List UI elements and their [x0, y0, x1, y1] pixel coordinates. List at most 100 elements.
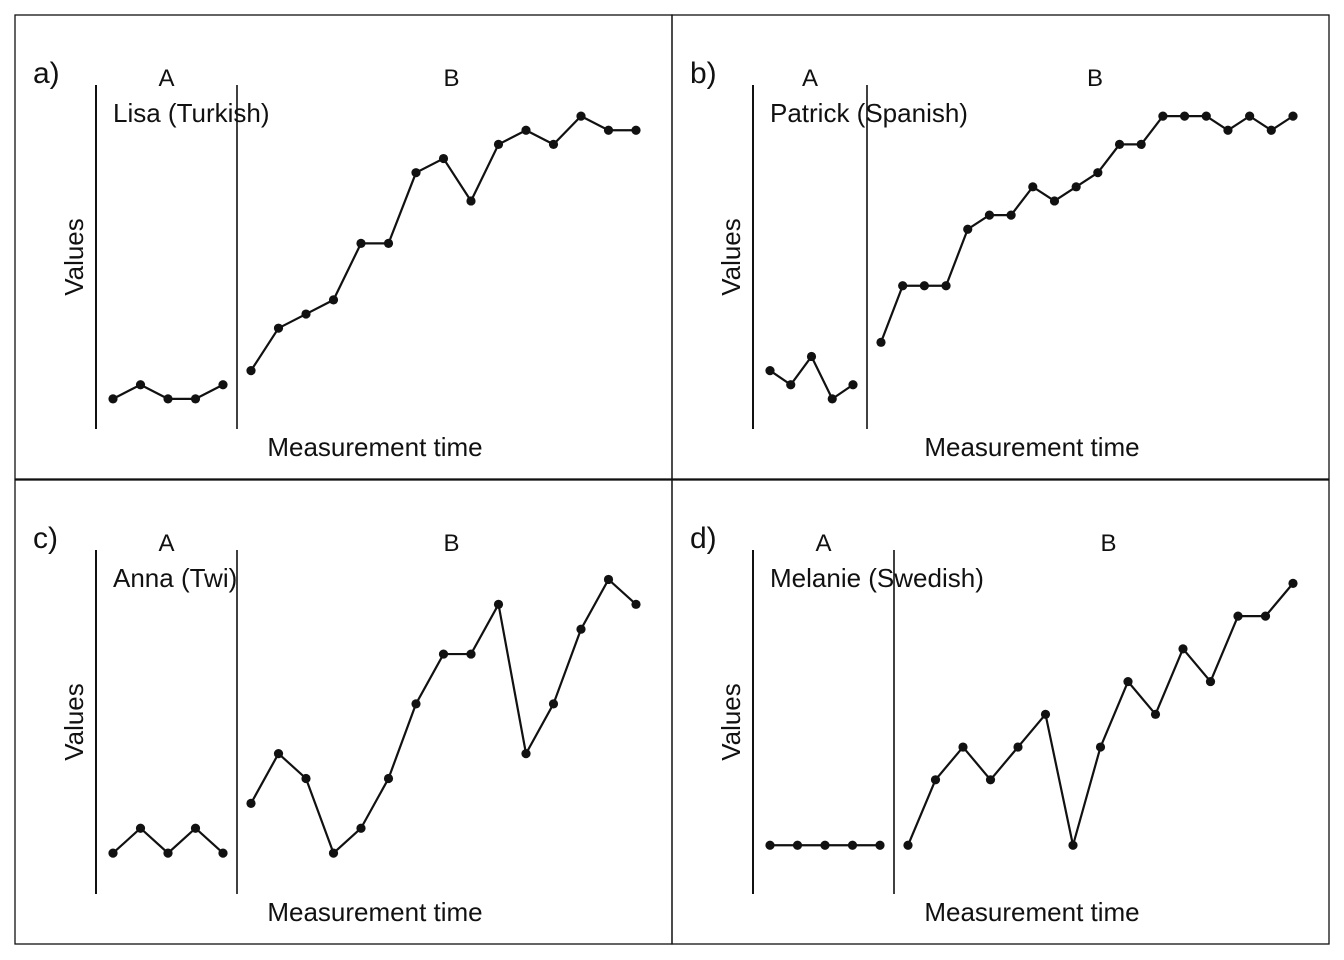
phase-label-b: B: [1087, 65, 1103, 92]
data-point: [135, 823, 146, 833]
data-point: [576, 111, 586, 121]
data-point: [521, 125, 531, 135]
data-point: [190, 394, 201, 404]
data-point: [411, 168, 421, 178]
data-point: [903, 840, 913, 850]
data-point: [411, 699, 421, 709]
data-point: [765, 365, 775, 376]
data-point: [827, 394, 837, 404]
panel-label: a): [33, 57, 60, 90]
data-point: [1179, 111, 1190, 121]
data-point: [1266, 125, 1276, 135]
data-point: [301, 309, 311, 319]
data-point: [1040, 709, 1051, 719]
data-point: [493, 139, 504, 150]
y-axis-title: Values: [59, 683, 89, 761]
data-point: [466, 649, 476, 659]
data-point: [548, 139, 559, 150]
panel-label: b): [690, 57, 717, 90]
panel-label: c): [33, 522, 58, 555]
data-point: [273, 749, 284, 759]
chart-panel: b) A B Patrick (Spanish) Values Measurement t…: [671, 14, 1330, 480]
data-point: [328, 848, 339, 858]
panel-frame: [14, 14, 673, 480]
data-point: [1093, 168, 1103, 178]
data-point: [1028, 182, 1038, 192]
data-point: [958, 742, 968, 752]
data-point: [631, 599, 641, 609]
x-axis-title: Measurement time: [924, 432, 1139, 462]
data-point: [1201, 111, 1211, 121]
data-point: [356, 238, 366, 248]
data-point: [1006, 210, 1016, 220]
data-point: [848, 380, 858, 390]
data-point: [765, 840, 775, 850]
phase-label-a: A: [802, 65, 818, 92]
y-axis-title: Values: [59, 218, 89, 296]
data-point: [898, 281, 908, 291]
data-point: [876, 337, 886, 347]
data-point: [548, 699, 559, 709]
data-point: [1095, 742, 1106, 752]
x-axis-title: Measurement time: [924, 897, 1139, 927]
panel-frame: [14, 479, 673, 945]
data-point: [108, 394, 118, 404]
panel-label: d): [690, 522, 717, 555]
data-point: [875, 840, 885, 850]
data-point: [847, 840, 858, 850]
data-point: [820, 840, 830, 850]
data-point: [1114, 139, 1125, 150]
data-point: [493, 599, 504, 609]
data-point: [1158, 111, 1168, 121]
data-point: [603, 125, 614, 135]
data-point: [1288, 578, 1298, 588]
data-point: [930, 775, 941, 785]
phase-label-b: B: [443, 530, 459, 557]
data-point: [356, 823, 366, 833]
data-point: [163, 394, 173, 404]
data-point: [1178, 644, 1188, 654]
series-line-intervention: [879, 114, 1294, 343]
data-point: [108, 848, 118, 858]
data-point: [246, 798, 256, 808]
student-name: Lisa (Turkish): [113, 98, 270, 128]
phase-label-b: B: [443, 65, 459, 92]
data-point: [1068, 840, 1078, 850]
phase-label-a: A: [158, 65, 174, 92]
x-axis-title: Measurement time: [267, 897, 482, 927]
data-point: [1233, 611, 1243, 621]
data-point: [273, 323, 284, 333]
data-point: [246, 365, 256, 376]
x-axis-title: Measurement time: [267, 432, 482, 462]
student-name: Melanie (Swedish): [770, 563, 984, 593]
chart-panel: a) A B Lisa (Turkish) Values Measurement time: [14, 14, 673, 480]
data-point: [1136, 139, 1146, 150]
student-name: Anna (Twi): [113, 563, 237, 593]
data-point: [301, 773, 311, 784]
data-point: [919, 281, 929, 291]
series-line-intervention: [906, 582, 1294, 846]
data-point: [1013, 742, 1023, 752]
series-line-baseline: [769, 354, 854, 401]
data-point: [963, 224, 973, 234]
data-point: [984, 210, 995, 220]
data-point: [163, 848, 173, 858]
data-point: [190, 823, 201, 833]
y-axis-title: Values: [716, 683, 746, 761]
chart-panel: c) A B Anna (Twi) Values Measurement time: [14, 479, 673, 945]
data-point: [576, 624, 586, 634]
data-point: [1049, 196, 1060, 206]
data-point: [1150, 709, 1161, 719]
data-point: [631, 125, 641, 135]
data-point: [941, 281, 951, 291]
panel-frame: [671, 14, 1330, 480]
data-point: [806, 351, 817, 362]
data-point: [438, 153, 449, 164]
data-point: [383, 238, 394, 248]
series-line-intervention: [250, 577, 637, 856]
y-axis-title: Values: [716, 218, 746, 296]
data-point: [383, 773, 394, 784]
data-point: [985, 775, 996, 785]
phase-label-a: A: [815, 530, 831, 557]
